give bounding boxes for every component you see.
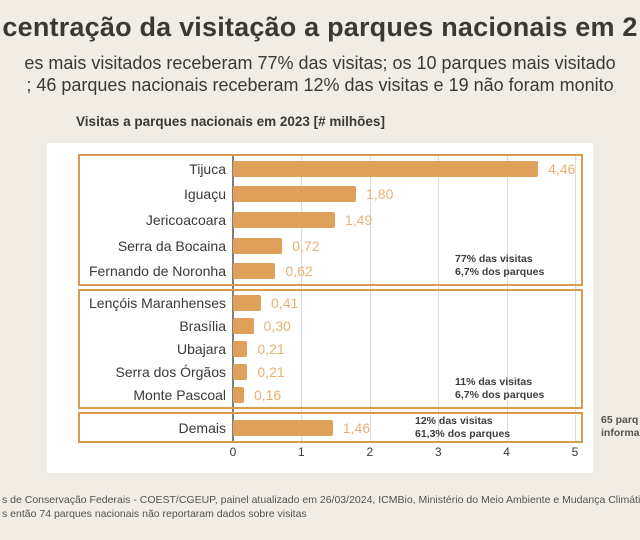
- group-annotation-line: 6,7% dos parques: [455, 265, 545, 278]
- category-label: Monte Pascoal: [133, 387, 226, 404]
- bar-plot-area: 0,62: [233, 263, 581, 280]
- x-tick-label: 2: [366, 445, 374, 459]
- bar: [233, 419, 333, 436]
- bar: [233, 237, 283, 254]
- group-annotation: 77% das visitas 6,7% dos parques: [455, 253, 544, 278]
- bar-row: Serra da Bocaina 0,72: [80, 237, 581, 254]
- bar-row: Tijuca 4,46: [80, 160, 581, 177]
- x-gridline: [301, 154, 303, 443]
- x-gridline: [506, 154, 508, 443]
- bar-plot-area: 1,80: [233, 186, 581, 203]
- group-annotation-line: 77% das visitas: [455, 253, 533, 265]
- value-label: 0,16: [253, 387, 282, 404]
- value-label: 0,62: [285, 263, 313, 280]
- category-label: Lençóis Maranhenses: [89, 294, 226, 311]
- bar-plot-area: 1,49: [233, 211, 581, 228]
- bar: [233, 186, 357, 203]
- group-box-next-5-parks: Lençóis Maranhenses 0,41 Brasília 0,30 Ubaja…: [78, 289, 583, 409]
- bar: [233, 364, 248, 381]
- category-label: Tijuca: [189, 160, 226, 177]
- value-label: 1,80: [366, 186, 394, 203]
- category-label: Jericoacoara: [145, 211, 226, 228]
- group-annotation-line: 61,3% dos parques: [415, 427, 511, 440]
- bar-plot-area: 1,46: [233, 419, 581, 436]
- bar: [233, 211, 335, 228]
- bar-plot-area: 0,16: [233, 387, 581, 404]
- bar-row: Lençóis Maranhenses 0,41: [80, 294, 581, 311]
- x-gridline: [438, 154, 440, 443]
- category-label: Serra dos Órgãos: [115, 364, 227, 381]
- bar-row: Fernando de Noronha 0,62: [80, 263, 581, 280]
- value-label: 0,21: [257, 340, 285, 357]
- bar-plot-area: 0,72: [233, 237, 581, 254]
- value-label: 0,21: [257, 364, 285, 381]
- footer-line-1: s de Conservação Federais - COEST/CGEUP,…: [2, 494, 640, 506]
- bar: [233, 317, 254, 334]
- bar-row: Jericoacoara 1,49: [80, 211, 581, 228]
- bar-row: Iguaçu 1,80: [80, 186, 581, 203]
- group-annotation-line: 12% das visitas: [415, 415, 493, 427]
- bar-plot-area: 0,30: [233, 317, 581, 334]
- bar-plot-area: 0,21: [233, 340, 581, 357]
- side-note: 65 parq informa: [601, 414, 640, 440]
- x-tick-label: 4: [503, 445, 510, 459]
- bar-row: Serra dos Órgãos 0,21: [80, 364, 581, 381]
- group-annotation: 11% das visitas 6,7% dos parques: [455, 376, 544, 401]
- x-tick-label: 5: [571, 445, 579, 459]
- x-tick-label: 1: [298, 445, 305, 459]
- side-note-line-1: 65 parq: [601, 414, 639, 426]
- category-label: Iguaçu: [183, 186, 226, 203]
- bar-row: Demais 1,46: [80, 419, 581, 436]
- bar-plot-area: 0,21: [233, 364, 581, 381]
- category-label: Ubajara: [176, 340, 226, 357]
- category-label: Brasília: [179, 317, 226, 334]
- x-tick-label: 3: [434, 445, 442, 459]
- bar-row: Monte Pascoal 0,16: [80, 387, 581, 404]
- group-annotation-line: 11% das visitas: [455, 376, 533, 388]
- bar: [233, 387, 244, 404]
- value-label: 0,41: [271, 294, 299, 311]
- value-label: 1,46: [342, 419, 371, 436]
- category-label: Serra da Bocaina: [117, 237, 226, 254]
- value-label: 1,49: [344, 211, 373, 228]
- chart-panel: Tijuca 4,46 Iguaçu 1,80 Jericoacoara 1,49 Serr…: [47, 143, 593, 473]
- bar-plot-area: 4,46: [233, 160, 581, 177]
- x-gridline: [575, 154, 576, 443]
- subtitle-line-2: ; 46 parques nacionais receberam 12% das…: [26, 75, 614, 95]
- bar-plot-area: 0,41: [233, 294, 581, 311]
- chart-title: Visitas a parques nacionais em 2023 [# m…: [76, 114, 385, 129]
- value-label: 0,30: [263, 317, 291, 334]
- page-title: centração da visitação a parques naciona…: [2, 12, 638, 42]
- x-tick-label: 0: [229, 445, 237, 459]
- footer-line-2: s então 74 parques nacionais não reporta…: [2, 508, 307, 520]
- group-annotation-line: 6,7% dos parques: [455, 388, 545, 401]
- group-annotation: 12% das visitas 61,3% dos parques: [415, 415, 510, 440]
- subtitle-line-1: es mais visitados receberam 77% das visi…: [24, 53, 616, 73]
- bar: [233, 340, 248, 357]
- bar-row: Brasília 0,30: [80, 317, 581, 334]
- bar: [233, 160, 539, 177]
- category-label: Fernando de Noronha: [89, 263, 226, 280]
- group-box-remaining-parks: Demais 1,46 12% das visitas 61,3% dos parqu…: [78, 412, 583, 443]
- bar: [233, 294, 262, 311]
- category-label: Demais: [178, 419, 226, 436]
- side-note-line-2: informa: [601, 427, 640, 439]
- bar-row: Ubajara 0,21: [80, 340, 581, 357]
- value-label: 0,72: [292, 237, 320, 254]
- value-label: 4,46: [548, 160, 576, 177]
- group-box-top-5-parks: Tijuca 4,46 Iguaçu 1,80 Jericoacoara 1,49 Serr…: [78, 154, 583, 286]
- bar: [233, 263, 276, 280]
- x-gridline: [369, 154, 371, 443]
